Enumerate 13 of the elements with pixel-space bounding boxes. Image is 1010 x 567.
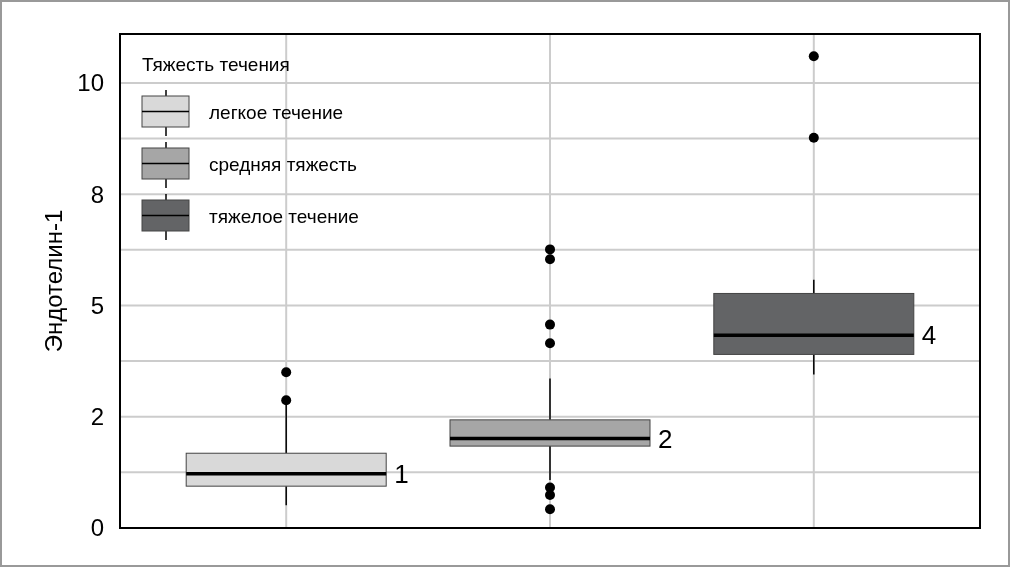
legend-label: средняя тяжесть (209, 153, 358, 175)
annotation: 2 (658, 423, 673, 454)
legend-title: Тяжесть течения (142, 54, 290, 75)
y-tick-label: 5 (90, 291, 104, 319)
y-tick-label: 10 (77, 69, 104, 97)
legend-label: легкое течение (209, 101, 344, 123)
y-tick-label: 2 (90, 403, 104, 431)
annotation: 4 (921, 320, 937, 351)
y-tick-label: 8 (90, 180, 104, 208)
legend-label: тяжелое течение (209, 205, 359, 227)
y-tick-label: 0 (90, 514, 104, 542)
annotation: 1 (394, 458, 409, 489)
y-axis-title: Эндотелин-1 (40, 209, 67, 353)
